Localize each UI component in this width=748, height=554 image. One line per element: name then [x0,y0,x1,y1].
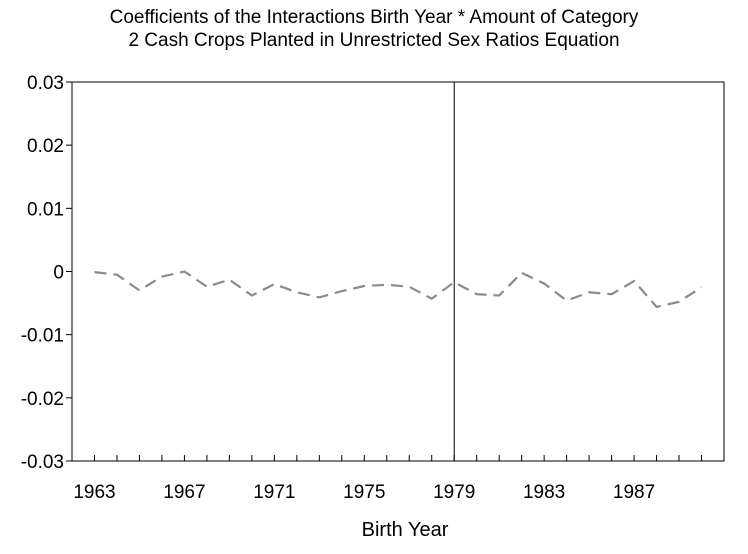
series [94,270,703,309]
ticks: 0.03 0.02 0.01 0 -0.01 -0.02 -0.03 1963 1967 1971… [21,73,725,503]
chart-title: Coefficients of the Interactions Birth Y… [0,6,748,52]
y-tick-label: 0.02 [27,136,64,157]
chart-title-line-2: 2 Cash Crops Planted in Unrestricted Sex… [128,30,620,51]
y-tick-label: 0.01 [27,199,64,220]
y-tick-label: 0 [53,263,64,284]
y-tick-label: -0.02 [21,389,64,410]
x-tick-label: 1967 [163,482,205,503]
x-tick-label: 1987 [613,482,655,503]
series-line-1 [94,270,703,309]
x-tick-label: 1963 [73,482,115,503]
x-tick-label: 1971 [253,482,295,503]
x-tick-label: 1979 [433,482,475,503]
plot-frame [71,81,725,462]
y-tick-label: 0.03 [27,73,64,94]
x-tick-label: 1975 [343,482,385,503]
y-tick-label: -0.01 [21,326,64,347]
y-tick-label: -0.03 [21,452,64,473]
x-axis-label: Birth Year [362,519,449,541]
axes [71,81,725,462]
chart-title-line-1: Coefficients of the Interactions Birth Y… [109,7,639,28]
x-tick-label: 1983 [523,482,565,503]
